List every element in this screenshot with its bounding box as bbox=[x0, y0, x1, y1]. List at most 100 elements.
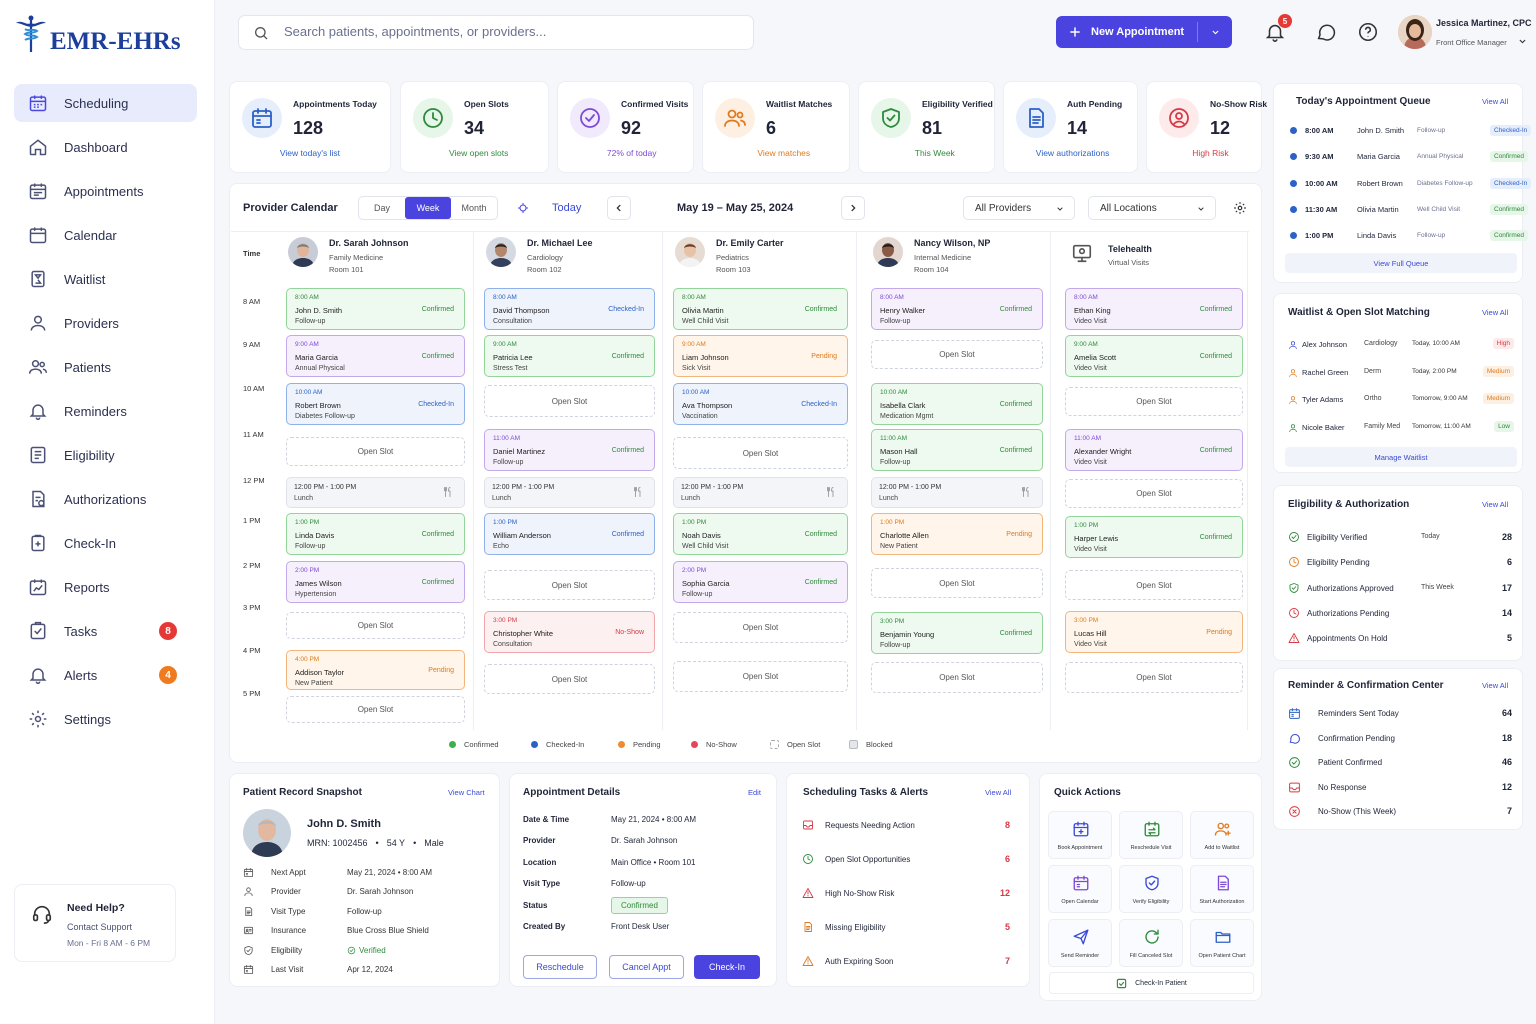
quick-action-tile[interactable]: Reschedule Visit bbox=[1119, 811, 1183, 859]
manage-waitlist-button[interactable]: Manage Waitlist bbox=[1285, 447, 1517, 467]
quick-action-tile[interactable]: Start Authorization bbox=[1190, 865, 1254, 913]
sidebar-item-dashboard[interactable]: Dashboard bbox=[14, 128, 197, 166]
next-week-button[interactable] bbox=[841, 196, 865, 220]
appointment-block[interactable]: 2:00 PM Sophia Garcia Follow-up Confirmed bbox=[673, 561, 848, 603]
appointment-block[interactable]: 11:00 AM Alexander Wright Video Visit Confi… bbox=[1065, 429, 1243, 471]
stat-card[interactable]: Open Slots 34 View open slots bbox=[400, 81, 549, 173]
task-row[interactable]: Open Slot Opportunities 6 bbox=[802, 853, 1012, 867]
stat-link[interactable]: View open slots bbox=[449, 148, 509, 158]
view-chart-link[interactable]: View Chart bbox=[448, 788, 485, 797]
stat-link[interactable]: High Risk bbox=[1192, 148, 1229, 158]
appointment-block[interactable]: 10:00 AM Isabella Clark Medication Mgmt Con… bbox=[871, 383, 1043, 425]
eligibility-row[interactable]: Eligibility Pending 6 bbox=[1288, 556, 1514, 570]
stat-link[interactable]: This Week bbox=[914, 148, 955, 158]
task-row[interactable]: High No-Show Risk 12 bbox=[802, 887, 1012, 901]
chat-icon[interactable] bbox=[1315, 21, 1337, 43]
sidebar-item-patients[interactable]: Patients bbox=[14, 348, 197, 386]
view-full-queue-button[interactable]: View Full Queue bbox=[1285, 253, 1517, 273]
search-input[interactable] bbox=[284, 24, 734, 39]
chevron-down-icon[interactable] bbox=[1518, 37, 1527, 46]
appointment-block[interactable]: 2:00 PM James Wilson Hypertension Confirmed bbox=[286, 561, 465, 603]
sidebar-item-waitlist[interactable]: Waitlist bbox=[14, 260, 197, 298]
chevron-down-icon[interactable] bbox=[1211, 28, 1220, 37]
sidebar-item-reminders[interactable]: Reminders bbox=[14, 392, 197, 430]
appointment-block[interactable]: 1:00 PM Noah Davis Well Child Visit Confirm… bbox=[673, 513, 848, 555]
brand-logo[interactable]: EMR-EHRs bbox=[14, 12, 181, 56]
notification-bell-icon[interactable] bbox=[1264, 21, 1286, 43]
task-row[interactable]: Auth Expiring Soon 7 bbox=[802, 955, 1012, 969]
check-in-button[interactable]: Check-In bbox=[694, 955, 760, 979]
open-slot[interactable]: Open Slot bbox=[871, 662, 1043, 693]
appointment-block[interactable]: 8:00 AM John D. Smith Follow-up Confirmed bbox=[286, 288, 465, 330]
waitlist-row[interactable]: Tyler Adams Ortho Tomorrow, 9:00 AM Medium bbox=[1288, 393, 1514, 407]
sidebar-item-reports[interactable]: Reports bbox=[14, 568, 197, 606]
help-icon[interactable] bbox=[1357, 21, 1379, 43]
target-icon[interactable] bbox=[517, 202, 529, 214]
queue-row[interactable]: 10:00 AM Robert Brown Diabetes Follow-up Ch… bbox=[1290, 177, 1532, 189]
sidebar-item-appointments[interactable]: Appointments bbox=[14, 172, 197, 210]
reminders-view-all-link[interactable]: View All bbox=[1482, 681, 1509, 690]
open-slot[interactable]: Open Slot bbox=[286, 612, 465, 639]
quick-action-tile[interactable]: Add to Waitlist bbox=[1190, 811, 1254, 859]
stat-card[interactable]: Eligibility Verified 81 This Week bbox=[858, 81, 995, 173]
reschedule-button[interactable]: Reschedule bbox=[523, 955, 597, 979]
appointment-block[interactable]: 9:00 AM Liam Johnson Sick Visit Pending bbox=[673, 335, 848, 377]
task-row[interactable]: Missing Eligibility 5 bbox=[802, 921, 1012, 935]
waitlist-row[interactable]: Nicole Baker Family Med Tomorrow, 11:00 AM… bbox=[1288, 420, 1514, 435]
open-slot[interactable]: Open Slot bbox=[673, 612, 848, 643]
appointment-block[interactable]: 10:00 AM Robert Brown Diabetes Follow-up Ch… bbox=[286, 383, 465, 425]
sidebar-item-providers[interactable]: Providers bbox=[14, 304, 197, 342]
task-row[interactable]: Requests Needing Action 8 bbox=[802, 819, 1012, 833]
user-avatar[interactable] bbox=[1398, 15, 1432, 49]
location-filter-select[interactable]: All Locations bbox=[1088, 196, 1216, 220]
appointment-block[interactable]: 8:00 AM Ethan King Video Visit Confirmed bbox=[1065, 288, 1243, 330]
quick-action-tile[interactable]: Verify Eligibility bbox=[1119, 865, 1183, 913]
appointment-block[interactable]: 9:00 AM Patricia Lee Stress Test Confirmed bbox=[484, 335, 655, 377]
reminder-row[interactable]: Confirmation Pending 18 bbox=[1288, 732, 1514, 746]
eligibility-row[interactable]: Eligibility Verified Today 28 bbox=[1288, 531, 1514, 545]
open-slot[interactable]: Open Slot bbox=[871, 340, 1043, 369]
appointment-block[interactable]: 1:00 PM William Anderson Echo Confirmed bbox=[484, 513, 655, 555]
check-in-patient-button[interactable]: Check-In Patient bbox=[1049, 972, 1254, 994]
eligibility-row[interactable]: Authorizations Pending 14 bbox=[1288, 607, 1514, 621]
sidebar-item-alerts[interactable]: Alerts 4 bbox=[14, 656, 197, 694]
help-contact[interactable]: Contact Support bbox=[67, 922, 133, 932]
queue-row[interactable]: 1:00 PM Linda Davis Follow-up Confirmed bbox=[1290, 230, 1528, 242]
appointment-block[interactable]: 9:00 AM Maria Garcia Annual Physical Confir… bbox=[286, 335, 465, 377]
appointment-block[interactable]: 10:00 AM Ava Thompson Vaccination Checked-I… bbox=[673, 383, 848, 425]
reminder-row[interactable]: No-Show (This Week) 7 bbox=[1288, 805, 1514, 819]
sidebar-item-tasks[interactable]: Tasks 8 bbox=[14, 612, 197, 650]
open-slot[interactable]: Open Slot bbox=[1065, 570, 1243, 600]
appointment-block[interactable]: 1:00 PM Linda Davis Follow-up Confirmed bbox=[286, 513, 465, 555]
appointment-block[interactable]: 8:00 AM Henry Walker Follow-up Confirmed bbox=[871, 288, 1043, 330]
sidebar-item-authorizations[interactable]: Authorizations bbox=[14, 480, 197, 518]
waitlist-view-all-link[interactable]: View All bbox=[1482, 308, 1509, 317]
queue-row[interactable]: 9:30 AM Maria Garcia Annual Physical Confir… bbox=[1290, 151, 1528, 163]
new-appointment-button[interactable]: New Appointment bbox=[1056, 16, 1232, 48]
quick-action-tile[interactable]: Fill Canceled Slot bbox=[1119, 919, 1183, 967]
eligibility-row[interactable]: Authorizations Approved This Week 17 bbox=[1288, 582, 1514, 596]
reminder-row[interactable]: No Response 12 bbox=[1288, 781, 1514, 795]
queue-row[interactable]: 8:00 AM John D. Smith Follow-up Checked-In bbox=[1290, 125, 1532, 136]
help-card[interactable]: Need Help? Contact Support Mon - Fri 8 A… bbox=[14, 884, 176, 962]
open-slot[interactable]: Open Slot bbox=[484, 385, 655, 417]
provider-filter-select[interactable]: All Providers bbox=[963, 196, 1075, 220]
appointment-block[interactable]: 1:00 PM Harper Lewis Video Visit Confirmed bbox=[1065, 516, 1243, 558]
open-slot[interactable]: Open Slot bbox=[484, 664, 655, 694]
queue-view-all-link[interactable]: View All bbox=[1482, 97, 1509, 106]
open-slot[interactable]: Open Slot bbox=[1065, 387, 1243, 416]
appointment-block[interactable]: 3:00 PM Benjamin Young Follow-up Confirmed bbox=[871, 612, 1043, 654]
stat-link[interactable]: View matches bbox=[757, 148, 811, 158]
appointment-block[interactable]: 8:00 AM Olivia Martin Well Child Visit Conf… bbox=[673, 288, 848, 330]
tasks-view-all-link[interactable]: View All bbox=[985, 788, 1012, 797]
eligibility-view-all-link[interactable]: View All bbox=[1482, 500, 1509, 509]
open-slot[interactable]: Open Slot bbox=[673, 661, 848, 692]
reminder-row[interactable]: Reminders Sent Today 64 bbox=[1288, 707, 1514, 721]
view-week-button[interactable]: Week bbox=[405, 197, 451, 219]
quick-action-tile[interactable]: Open Patient Chart bbox=[1190, 919, 1254, 967]
sidebar-item-eligibility[interactable]: Eligibility bbox=[14, 436, 197, 474]
view-day-button[interactable]: Day bbox=[373, 203, 390, 213]
stat-link[interactable]: View authorizations bbox=[1035, 148, 1110, 158]
prev-week-button[interactable] bbox=[607, 196, 631, 220]
settings-gear-icon[interactable] bbox=[1233, 201, 1247, 215]
